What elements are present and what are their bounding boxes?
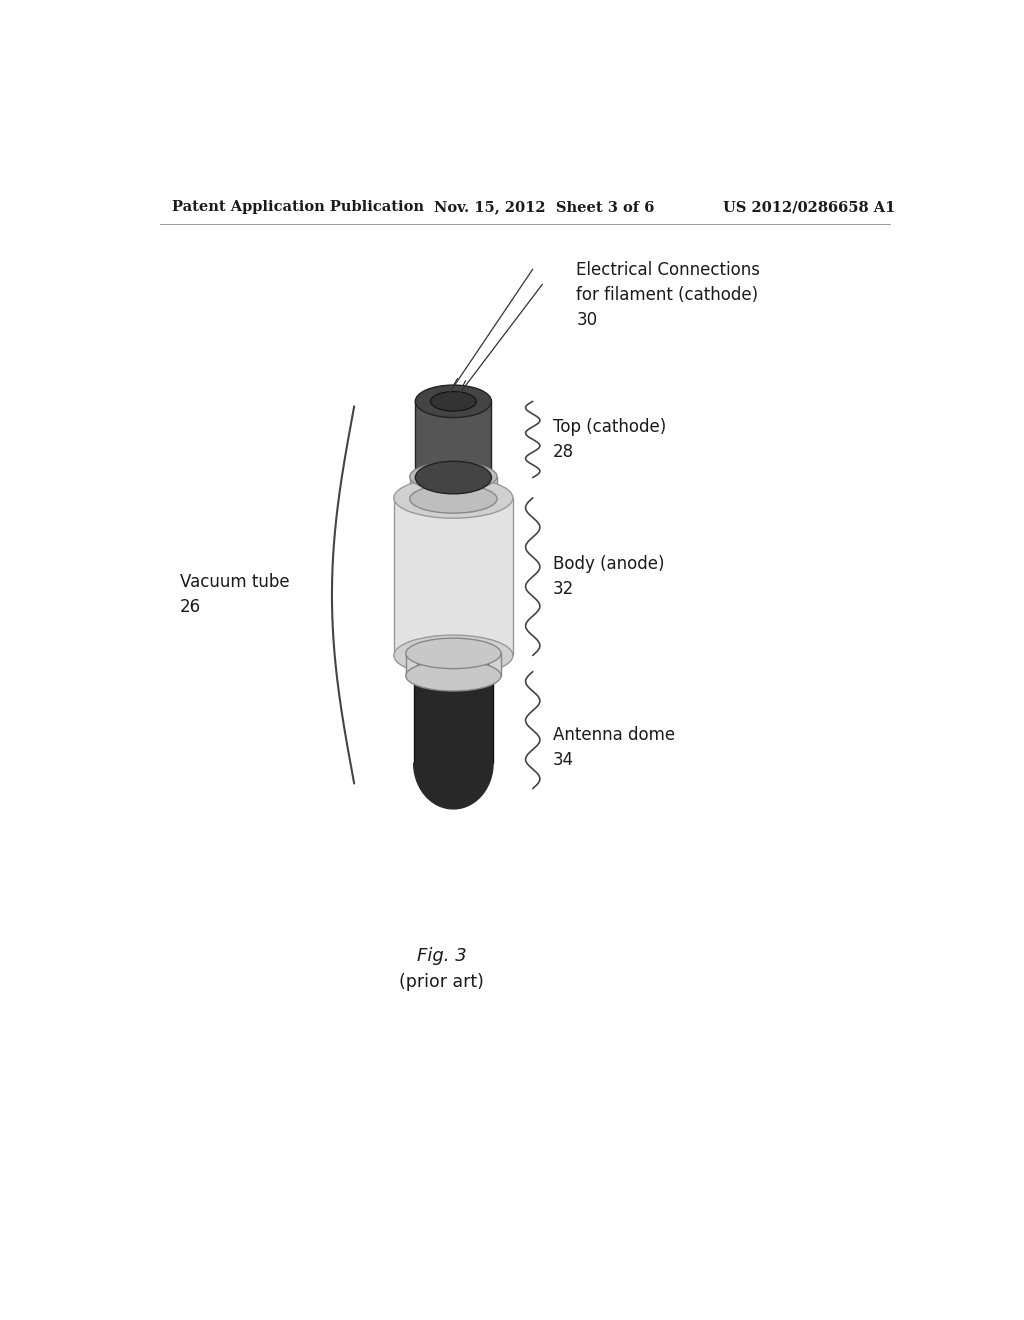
Text: (prior art): (prior art)	[399, 973, 484, 991]
Polygon shape	[414, 672, 494, 763]
Polygon shape	[416, 401, 492, 478]
Text: Vacuum tube
26: Vacuum tube 26	[179, 573, 289, 616]
Ellipse shape	[410, 484, 497, 513]
Ellipse shape	[394, 478, 513, 519]
Ellipse shape	[406, 660, 501, 690]
Polygon shape	[410, 477, 497, 499]
Text: Nov. 15, 2012  Sheet 3 of 6: Nov. 15, 2012 Sheet 3 of 6	[433, 201, 654, 214]
Text: Electrical Connections
for filament (cathode)
30: Electrical Connections for filament (cat…	[577, 260, 761, 329]
Text: Top (cathode)
28: Top (cathode) 28	[553, 418, 666, 461]
Text: Body (anode)
32: Body (anode) 32	[553, 556, 665, 598]
Polygon shape	[394, 498, 513, 656]
Polygon shape	[414, 763, 494, 809]
Ellipse shape	[430, 392, 476, 411]
Text: US 2012/0286658 A1: US 2012/0286658 A1	[723, 201, 896, 214]
Ellipse shape	[394, 635, 513, 676]
Text: Patent Application Publication: Patent Application Publication	[172, 201, 424, 214]
Ellipse shape	[416, 385, 492, 417]
Ellipse shape	[410, 462, 497, 491]
Ellipse shape	[414, 657, 494, 686]
Ellipse shape	[416, 461, 492, 494]
Text: Fig. 3: Fig. 3	[417, 948, 466, 965]
Text: Antenna dome
34: Antenna dome 34	[553, 726, 675, 770]
Ellipse shape	[406, 638, 501, 669]
Polygon shape	[406, 653, 501, 676]
